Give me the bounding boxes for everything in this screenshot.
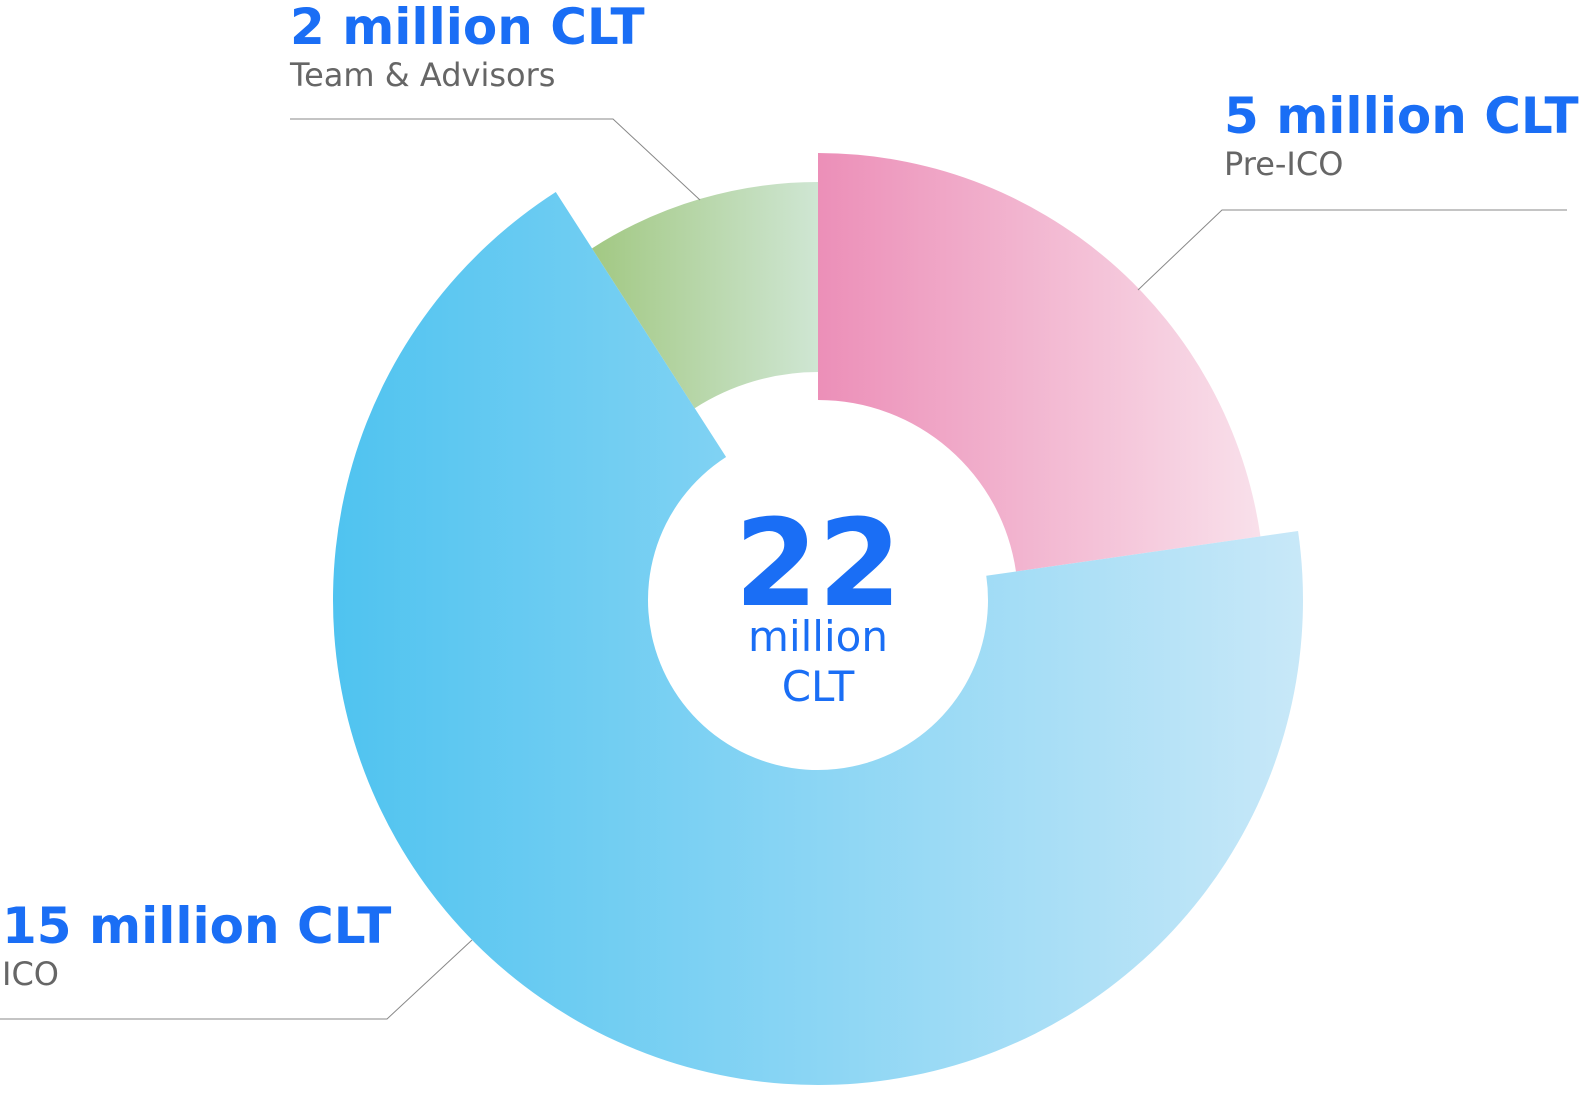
donut-slice — [333, 191, 1303, 1085]
category-label: Pre-ICO — [1224, 145, 1343, 183]
donut-slice — [592, 182, 818, 409]
leader-line — [290, 118, 701, 201]
center-label: million CLT — [748, 612, 888, 711]
category-label: ICO — [2, 955, 59, 993]
value-label: 5 million CLT — [1224, 87, 1579, 145]
category-label: Team & Advisors — [289, 56, 555, 94]
donut-slice — [818, 153, 1261, 572]
value-label: 15 million CLT — [2, 897, 391, 955]
leader-line — [0, 939, 473, 1020]
leader-line — [1137, 209, 1567, 291]
center-total: 22 — [735, 495, 902, 634]
value-label: 2 million CLT — [290, 0, 645, 56]
